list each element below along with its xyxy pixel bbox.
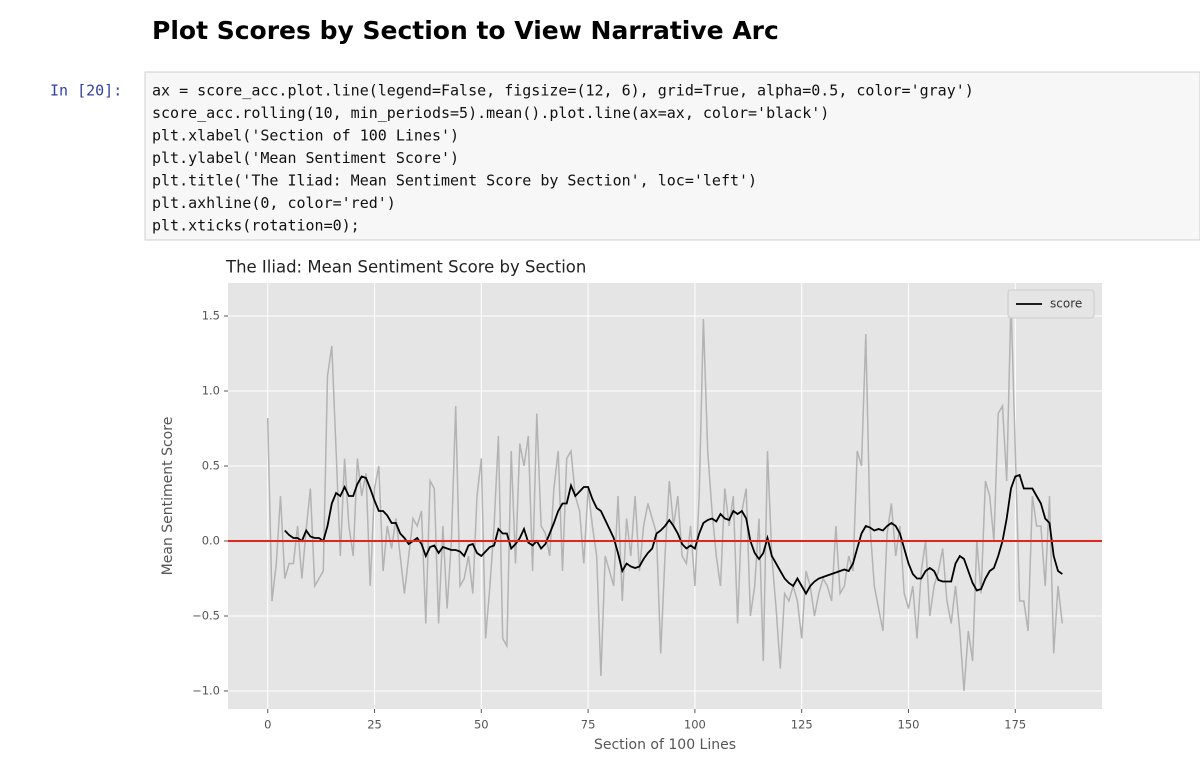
heading: Plot Scores by Section to View Narrative… xyxy=(152,16,779,45)
y-tick-label: −0.5 xyxy=(192,609,220,623)
x-tick-label: 25 xyxy=(367,718,382,732)
y-tick-label: −1.0 xyxy=(192,684,220,698)
y-axis-label: Mean Sentiment Score xyxy=(160,417,176,576)
cell-prompt: In [20]: xyxy=(50,82,122,100)
code-line: plt.xticks(rotation=0); xyxy=(152,217,360,235)
legend-label: score xyxy=(1050,297,1082,311)
legend xyxy=(1007,289,1095,319)
code-line: plt.ylabel('Mean Sentiment Score') xyxy=(152,149,459,167)
y-tick-label: 1.0 xyxy=(202,384,220,398)
y-tick-label: 0.0 xyxy=(202,534,220,548)
code-cell[interactable] xyxy=(144,71,1200,241)
x-tick-label: 100 xyxy=(684,718,706,732)
code-line: plt.axhline(0, color='red') xyxy=(152,194,396,212)
x-tick-label: 175 xyxy=(1004,718,1026,732)
series-line xyxy=(266,300,1064,692)
code-line: plt.title('The Iliad: Mean Sentiment Sco… xyxy=(152,172,757,190)
x-tick-label: 0 xyxy=(264,718,271,732)
x-tick-label: 150 xyxy=(898,718,920,732)
code-line: score_acc.rolling(10, min_periods=5).mea… xyxy=(152,104,829,122)
y-tick-label: 1.5 xyxy=(202,309,220,323)
x-tick-label: 125 xyxy=(791,718,813,732)
code-line: plt.xlabel('Section of 100 Lines') xyxy=(152,127,459,145)
chart-title: The Iliad: Mean Sentiment Score by Secti… xyxy=(225,258,586,277)
x-axis-label: Section of 100 Lines xyxy=(594,737,736,753)
code-line: ax = score_acc.plot.line(legend=False, f… xyxy=(152,82,974,100)
x-tick-label: 50 xyxy=(474,718,489,732)
x-tick-label: 75 xyxy=(581,718,596,732)
y-tick-label: 0.5 xyxy=(202,459,220,473)
